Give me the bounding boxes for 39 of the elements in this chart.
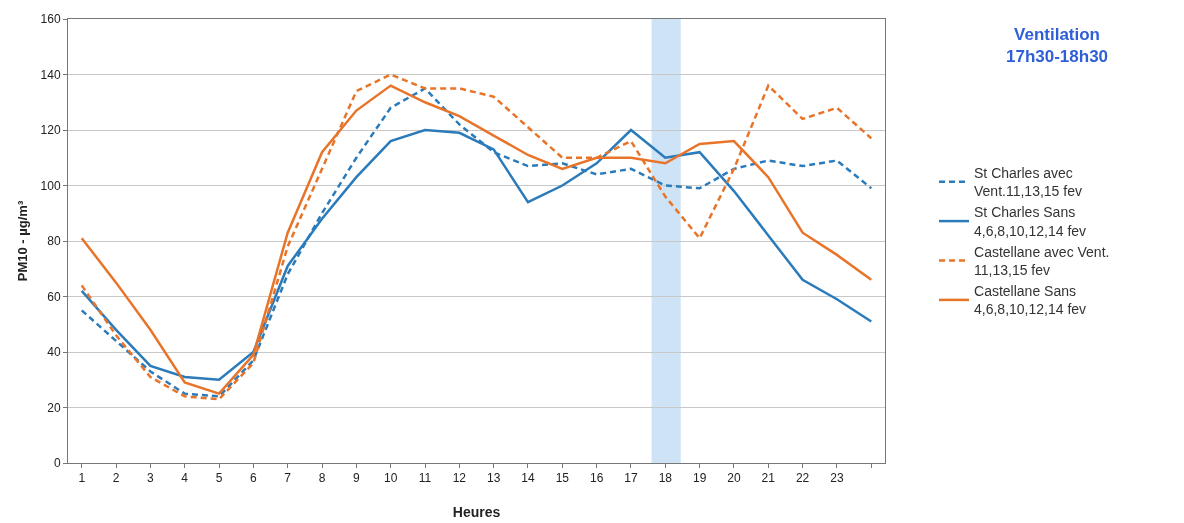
x-tick-label: 18 bbox=[658, 471, 673, 486]
y-tick-label: 60 bbox=[47, 289, 61, 304]
x-tick-label: 21 bbox=[761, 471, 776, 486]
legend-label: Castellane Sans 4,6,8,10,12,14 fev bbox=[974, 283, 1087, 318]
y-tick-label: 140 bbox=[40, 67, 61, 82]
x-tick-label: 23 bbox=[830, 471, 844, 486]
legend-label: St Charles Sans 4,6,8,10,12,14 fev bbox=[974, 204, 1087, 239]
x-tick-label: 20 bbox=[727, 471, 741, 486]
x-tick-label: 13 bbox=[486, 471, 501, 486]
x-tick-label: 3 bbox=[147, 471, 155, 486]
x-tick-label: 14 bbox=[521, 471, 535, 486]
y-tick-label: 120 bbox=[40, 123, 61, 138]
y-axis-title: PM10 - µg/m³ bbox=[14, 200, 30, 282]
y-tick-label: 160 bbox=[40, 12, 61, 27]
x-tick-label: 1 bbox=[78, 471, 86, 486]
x-tick-label: 12 bbox=[452, 471, 467, 486]
x-tick-label: 5 bbox=[215, 471, 223, 486]
y-tick-label: 100 bbox=[40, 178, 61, 193]
x-tick-label: 4 bbox=[181, 471, 189, 486]
x-tick-label: 9 bbox=[353, 471, 361, 486]
x-tick-label: 16 bbox=[589, 471, 604, 486]
x-tick-label: 10 bbox=[384, 471, 398, 486]
y-tick-label: 0 bbox=[53, 456, 61, 471]
x-tick-label: 17 bbox=[624, 471, 638, 486]
legend-label: St Charles avec Vent.11,13,15 fev bbox=[974, 165, 1082, 200]
x-tick-label: 15 bbox=[555, 471, 570, 486]
x-tick-label: 19 bbox=[692, 471, 707, 486]
y-tick-label: 40 bbox=[47, 345, 61, 360]
x-tick-label: 8 bbox=[318, 471, 326, 486]
legend-label: Castellane avec Vent. 11,13,15 fev bbox=[974, 243, 1110, 279]
y-tick-label: 80 bbox=[47, 234, 61, 249]
x-tick-label: 11 bbox=[418, 471, 432, 486]
x-tick-label: 2 bbox=[112, 471, 120, 486]
y-tick-label: 20 bbox=[47, 400, 61, 415]
x-tick-label: 7 bbox=[284, 471, 292, 486]
text: Ventilation 17h30-18h30 bbox=[1006, 25, 1109, 67]
x-axis-title: Heures bbox=[452, 503, 501, 520]
x-tick-label: 6 bbox=[250, 471, 258, 486]
x-tick-label: 22 bbox=[795, 471, 810, 486]
